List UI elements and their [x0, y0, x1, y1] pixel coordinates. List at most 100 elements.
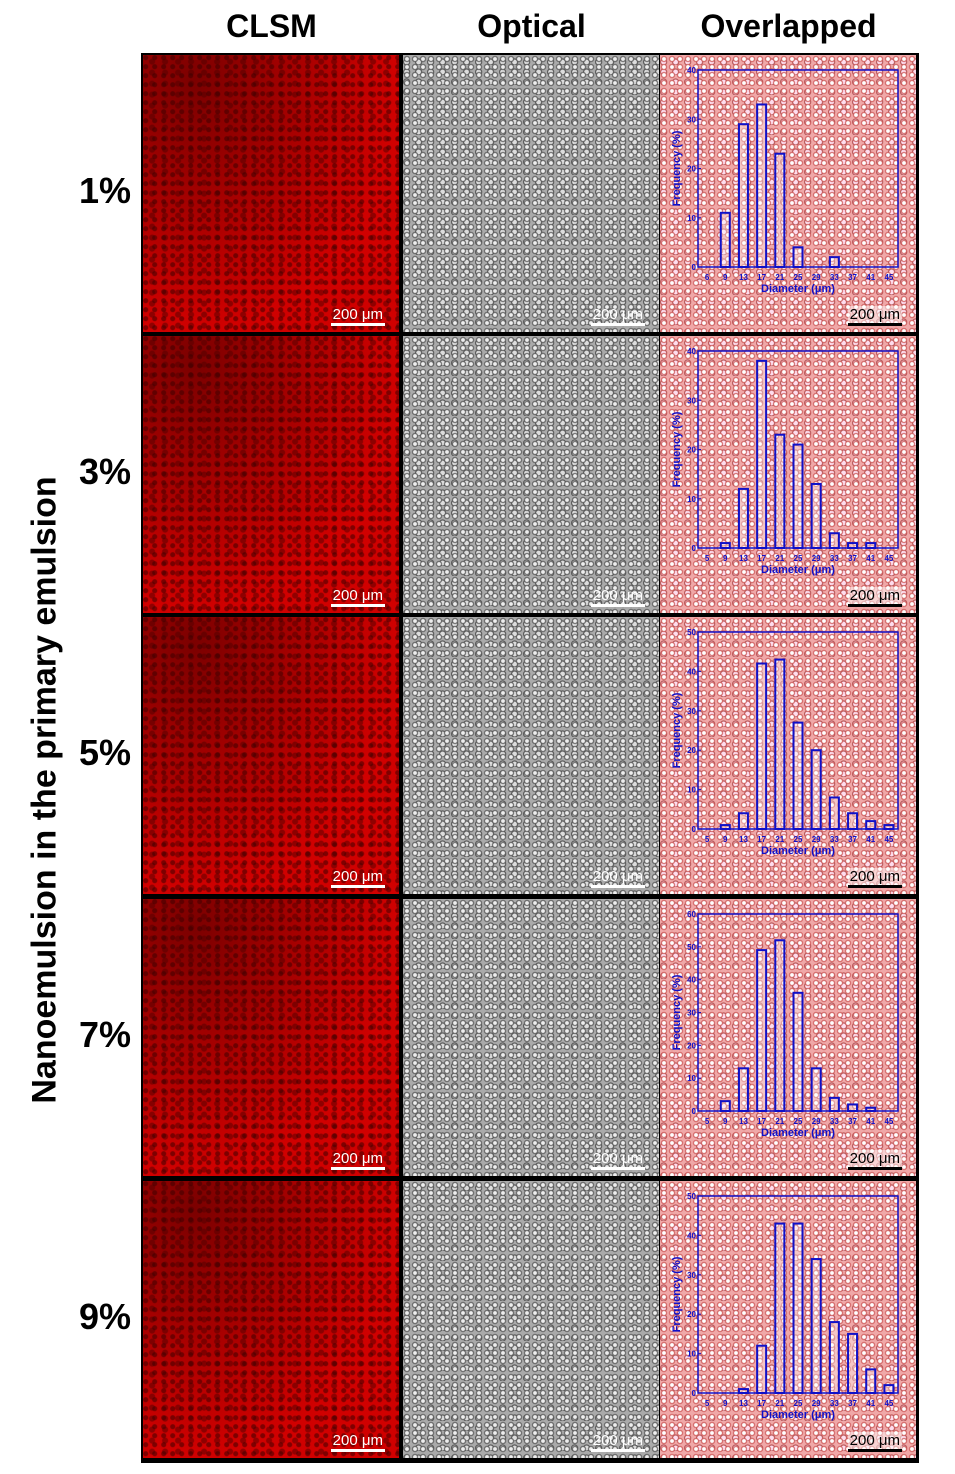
y-tick-label: 40 [687, 66, 696, 75]
y-tick-label: 0 [692, 825, 697, 834]
overlapped-image: 200 μm 0 10 20 30 40 5 9 13 17 21 25 29 33 37 41 45 Diame… [660, 336, 916, 613]
x-tick-label: 45 [884, 1117, 893, 1126]
x-tick-label: 9 [723, 1399, 728, 1408]
x-tick-label: 5 [705, 554, 710, 563]
scale-bar: 200 μm [590, 1432, 645, 1452]
y-tick-label: 20 [687, 1041, 696, 1050]
histogram-bar [810, 749, 822, 830]
column-header-optical: Optical [477, 8, 586, 44]
scale-bar: 200 μm [330, 306, 385, 326]
overlapped-image: 200 μm 0 10 20 30 40 50 60 5 9 13 17 21 25 29 33 37 41 45 D… [660, 899, 916, 1176]
histogram-bar [737, 123, 749, 268]
y-tick-label: 40 [687, 667, 696, 676]
y-tick-label: 20 [687, 1310, 696, 1319]
x-tick-label: 9 [723, 835, 728, 844]
x-tick-label: 17 [757, 554, 766, 563]
x-tick-label: 13 [739, 1399, 748, 1408]
histogram-bar [828, 256, 840, 268]
x-tick-label: 37 [848, 1117, 857, 1126]
y-axis-label: Frequency (%) [671, 130, 683, 206]
histogram-bar [774, 152, 786, 268]
overlapped-image: 200 μm 0 10 20 30 40 50 5 9 13 17 21 25 29 33 37 41 45 Dia… [660, 1181, 916, 1458]
histogram-bar [719, 542, 731, 549]
y-tick-label: 0 [692, 263, 697, 272]
clsm-image: 200 μm [143, 899, 399, 1176]
y-tick-label: 30 [687, 1271, 696, 1280]
histogram-bar [774, 658, 786, 830]
histogram-bar [774, 939, 786, 1113]
x-tick-label: 41 [866, 554, 875, 563]
y-axis-label: Frequency (%) [671, 1256, 683, 1332]
x-tick-label: 17 [757, 273, 766, 282]
x-tick-label: 41 [866, 273, 875, 282]
x-tick-label: 21 [775, 1399, 784, 1408]
clsm-image: 200 μm [143, 1181, 399, 1458]
y-tick-label: 50 [687, 943, 696, 952]
histogram-bar [737, 812, 749, 831]
y-tick-label: 40 [687, 347, 696, 356]
histogram-bar [865, 1106, 877, 1112]
histogram-bar [828, 796, 840, 830]
histogram-bar [828, 1321, 840, 1394]
x-tick-label: 17 [757, 1117, 766, 1126]
y-axis-label: Frequency (%) [671, 974, 683, 1050]
histogram-bar [828, 1096, 840, 1113]
optical-image: 200 μm [403, 1181, 659, 1458]
y-tick-label: 30 [687, 115, 696, 124]
y-axis-label: Frequency (%) [671, 411, 683, 487]
y-tick-label: 20 [687, 446, 696, 455]
histogram-bar [792, 991, 804, 1112]
histogram-bar [774, 1222, 786, 1394]
y-tick-label: 60 [687, 910, 696, 919]
x-tick-label: 29 [812, 273, 821, 282]
x-tick-label: 37 [848, 835, 857, 844]
y-tick-label: 50 [687, 1192, 696, 1201]
row-label: 1% [78, 170, 132, 211]
x-tick-label: 45 [884, 835, 893, 844]
histogram-bar [756, 949, 768, 1112]
histogram-bar [737, 1067, 749, 1112]
scale-bar: 200 μm [590, 587, 645, 607]
x-axis-label: Diameter (μm) [761, 1409, 835, 1421]
histogram-bar [737, 1388, 749, 1394]
scale-bar: 200 μm [847, 306, 902, 326]
x-axis-label: Diameter (μm) [761, 1127, 835, 1139]
histogram-bar [756, 103, 768, 268]
histogram-bar [792, 443, 804, 549]
x-tick-label: 25 [794, 1399, 803, 1408]
histogram-bar [810, 482, 822, 550]
column-header-overlapped: Overlapped [700, 8, 877, 44]
y-tick-label: 10 [687, 495, 696, 504]
y-tick-label: 0 [692, 1107, 697, 1116]
scale-bar: 200 μm [847, 587, 902, 607]
histogram-bar [774, 433, 786, 549]
overlapped-image: 200 μm 0 10 20 30 40 50 5 9 13 17 21 25 29 33 37 41 45 Dia… [660, 617, 916, 894]
x-tick-label: 25 [794, 1117, 803, 1126]
scale-bar: 200 μm [330, 1150, 385, 1170]
x-tick-label: 33 [830, 1117, 839, 1126]
y-tick-label: 0 [692, 1389, 697, 1398]
x-tick-label: 5 [705, 835, 710, 844]
x-tick-label: 45 [884, 554, 893, 563]
x-tick-label: 29 [812, 835, 821, 844]
x-tick-label: 41 [866, 835, 875, 844]
histogram-bar [756, 662, 768, 830]
scale-bar: 200 μm [330, 587, 385, 607]
x-tick-label: 33 [830, 554, 839, 563]
histogram: 0 10 20 30 40 50 5 9 13 17 21 25 29 33 37 41 45 Diameter … [671, 628, 899, 857]
x-tick-label: 29 [812, 1399, 821, 1408]
optical-image: 200 μm [403, 617, 659, 894]
column-header-clsm: CLSM [226, 8, 317, 44]
histogram-bar [847, 1103, 859, 1113]
x-tick-label: 5 [705, 1399, 710, 1408]
x-axis-label: Diameter (μm) [761, 564, 835, 576]
x-tick-label: 33 [830, 1399, 839, 1408]
scale-bar: 200 μm [847, 1150, 902, 1170]
x-tick-label: 33 [830, 835, 839, 844]
x-tick-label: 45 [884, 1399, 893, 1408]
y-tick-label: 10 [687, 1074, 696, 1083]
x-tick-label: 37 [848, 554, 857, 563]
x-tick-label: 6 [705, 273, 710, 282]
scale-bar: 200 μm [847, 868, 902, 888]
histogram-bar [883, 824, 895, 830]
